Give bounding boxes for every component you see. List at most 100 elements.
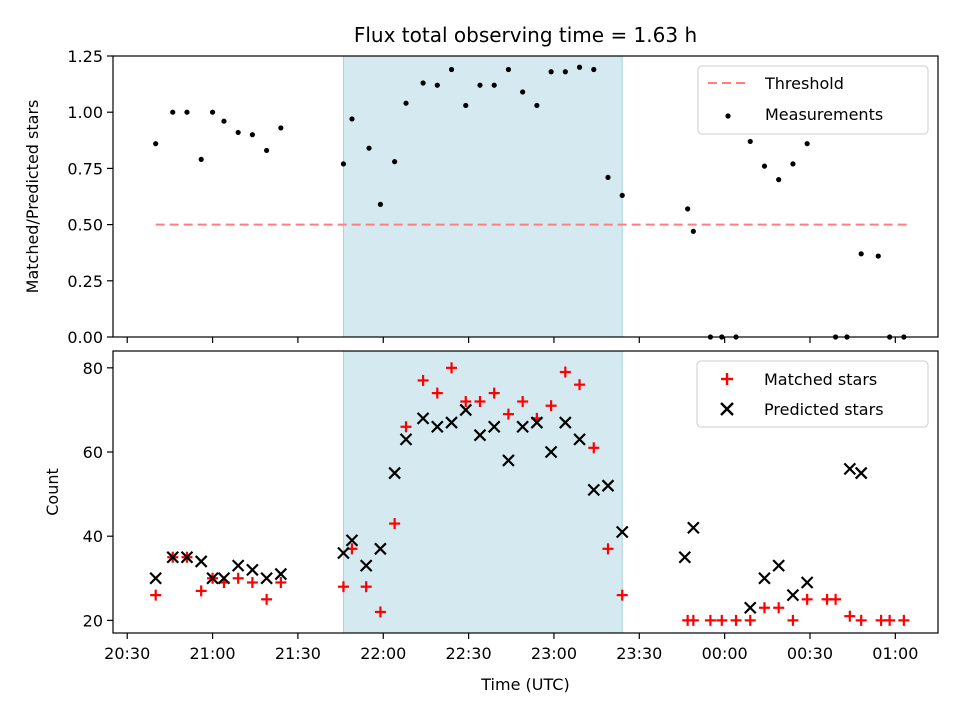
observing-window-shade xyxy=(342,55,623,338)
matched-star-marker xyxy=(474,396,486,408)
predicted-star-marker xyxy=(678,550,692,564)
predicted-star-marker xyxy=(246,563,259,577)
matched-star-marker xyxy=(773,602,785,614)
predicted-star-marker xyxy=(345,534,359,547)
measurement-point xyxy=(403,100,409,106)
matched-star-marker xyxy=(855,614,867,626)
measurement-point xyxy=(221,118,227,124)
predicted-star-marker xyxy=(374,542,387,556)
measurement-points xyxy=(153,64,907,340)
measurement-point xyxy=(448,66,455,73)
matched-star-marker xyxy=(898,614,910,626)
predicted-star-marker xyxy=(843,462,857,476)
matched-star-marker xyxy=(545,400,557,412)
predicted-star-marker xyxy=(800,576,814,589)
measurement-point xyxy=(264,147,270,154)
predicted-star-marker xyxy=(337,546,350,560)
predicted-star-marker xyxy=(743,601,757,615)
measurement-point xyxy=(477,82,483,88)
measurement-point xyxy=(685,206,691,212)
top-y-tick-label: 0.25 xyxy=(67,272,103,291)
bottom-legend-box xyxy=(696,360,929,428)
predicted-star-markers xyxy=(149,403,868,615)
measurement-point xyxy=(875,253,881,259)
x-tick-label: 20:30 xyxy=(104,644,150,663)
predicted-star-marker xyxy=(416,412,430,425)
measurement-point xyxy=(562,69,568,75)
predicted-star-marker xyxy=(149,572,162,585)
measurement-point xyxy=(505,66,512,73)
matched-star-marker xyxy=(502,408,514,420)
matched-star-marker xyxy=(431,387,443,399)
measurement-point xyxy=(184,109,190,115)
legend-measurements-label: Measurements xyxy=(765,105,883,124)
top-panel: 0.00 0.25 0.50 0.75 1.00 1.25 Flux total obse… xyxy=(23,23,939,347)
top-legend-box xyxy=(697,65,929,135)
predicted-star-marker xyxy=(573,433,586,446)
bottom-y-tick-label: 60 xyxy=(83,443,103,462)
matched-star-markers xyxy=(150,362,910,626)
measurement-point xyxy=(747,138,753,145)
legend-matched-swatch xyxy=(721,373,733,385)
bottom-x-ticks: 20:30 21:00 21:30 22:00 22:30 23:00 23:30 00:00… xyxy=(104,633,918,663)
top-y-tick-label: 1.25 xyxy=(67,47,103,66)
measurement-point xyxy=(548,69,554,75)
predicted-star-marker xyxy=(587,483,601,497)
measurement-point xyxy=(340,161,347,167)
measurement-point xyxy=(761,163,768,169)
predicted-star-marker xyxy=(615,525,629,539)
measurement-point xyxy=(420,80,426,86)
bottom-y-ticks: 20 40 60 80 xyxy=(83,359,113,630)
matched-star-marker xyxy=(844,610,856,622)
predicted-star-marker xyxy=(260,572,273,585)
matched-star-marker xyxy=(261,593,273,605)
measurement-point xyxy=(249,132,255,138)
predicted-star-marker xyxy=(274,567,288,581)
matched-star-marker xyxy=(559,366,571,378)
top-y-axis-label: Matched/Predicted stars xyxy=(23,100,42,294)
predicted-star-marker xyxy=(854,466,868,480)
matched-star-marker xyxy=(360,581,372,593)
predicted-star-marker xyxy=(530,416,544,429)
predicted-star-marker xyxy=(772,559,785,572)
measurement-point xyxy=(520,89,526,95)
predicted-star-marker xyxy=(502,454,515,467)
matched-star-marker xyxy=(232,572,244,584)
bottom-y-tick-label: 40 xyxy=(83,527,103,546)
x-tick-label: 00:30 xyxy=(787,644,833,663)
predicted-star-marker xyxy=(194,555,208,568)
x-tick-label: 23:00 xyxy=(531,644,577,663)
predicted-star-marker xyxy=(473,428,487,442)
top-axes-frame xyxy=(112,55,939,338)
predicted-star-marker xyxy=(758,572,771,585)
matched-star-marker xyxy=(417,374,429,386)
measurement-point xyxy=(591,66,597,73)
predicted-star-marker xyxy=(399,433,413,446)
predicted-star-marker xyxy=(516,420,529,434)
x-tick-label: 01:00 xyxy=(872,644,918,663)
predicted-star-marker xyxy=(559,416,572,429)
predicted-star-marker xyxy=(166,550,180,564)
top-x-ticks xyxy=(126,337,896,343)
measurement-point xyxy=(605,174,611,180)
x-tick-label: 22:00 xyxy=(360,644,406,663)
top-y-tick-label: 1.00 xyxy=(67,103,103,122)
matched-star-marker xyxy=(246,576,258,588)
measurement-point xyxy=(463,102,469,109)
x-tick-label: 21:00 xyxy=(190,644,236,663)
legend-predicted-label: Predicted stars xyxy=(764,400,884,419)
measurement-point xyxy=(153,141,159,147)
bottom-panel: 20:30 21:00 21:30 22:00 22:30 23:00 23:30 00:00… xyxy=(43,350,939,694)
matched-star-marker xyxy=(150,589,162,601)
measurement-point xyxy=(534,102,540,109)
matched-star-marker xyxy=(830,593,842,605)
chart-title: Flux total observing time = 1.63 h xyxy=(354,23,697,47)
matched-star-marker xyxy=(460,396,472,408)
measurement-point xyxy=(349,116,355,122)
legend-threshold-label: Threshold xyxy=(764,74,844,93)
matched-star-marker xyxy=(616,589,628,601)
matched-star-marker xyxy=(744,614,756,626)
measurement-point xyxy=(434,82,440,88)
measurement-point xyxy=(377,201,384,207)
matched-star-marker xyxy=(389,518,401,530)
